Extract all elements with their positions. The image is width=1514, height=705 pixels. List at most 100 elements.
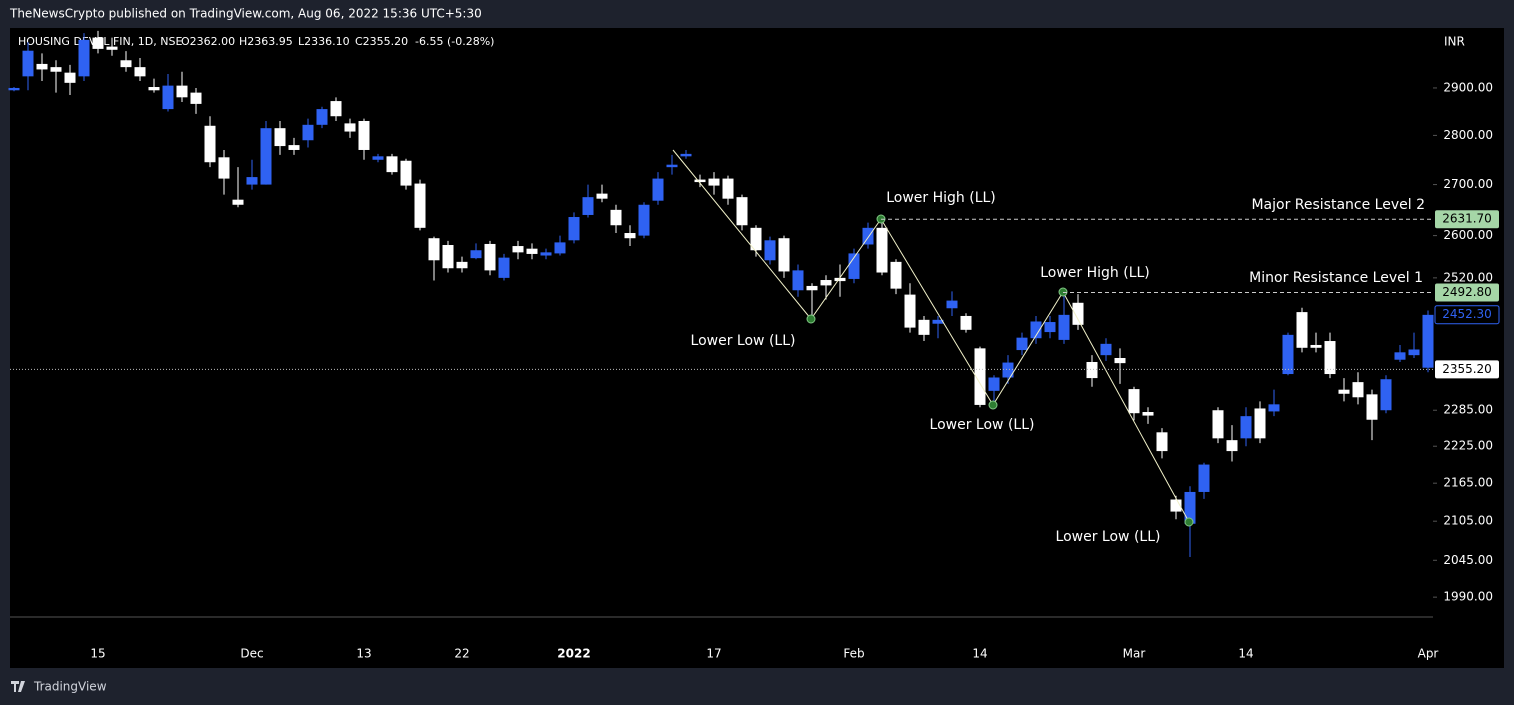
candle-body <box>218 157 230 179</box>
price-label: 2631.70 <box>1442 212 1492 226</box>
candle-body <box>736 197 748 226</box>
candle-body <box>1128 389 1140 414</box>
candle-body <box>456 261 468 269</box>
candle-body <box>78 39 90 77</box>
x-tick-label: 22 <box>454 647 469 661</box>
candle-body <box>1226 440 1238 452</box>
candle-body <box>1422 314 1434 368</box>
candle-body <box>890 261 902 289</box>
y-tick-label: 2165.00 <box>1443 476 1493 490</box>
annotation: Lower High (LL) <box>886 190 996 206</box>
candle-body <box>1044 322 1056 333</box>
candle-body <box>1100 343 1112 356</box>
y-tick-label: 2520.00 <box>1443 270 1493 284</box>
candle-body <box>554 242 566 254</box>
candle-body <box>344 123 356 132</box>
candle-body <box>400 160 412 186</box>
currency: INR <box>1444 35 1465 49</box>
ohlc-change: -6.55 (-0.28%) <box>415 35 494 48</box>
candle-body <box>414 183 426 228</box>
annotation: Lower Low (LL) <box>1056 529 1161 545</box>
price-label: 2452.30 <box>1442 307 1492 321</box>
candle-body <box>260 128 272 185</box>
candle-body <box>288 145 300 150</box>
pivot <box>806 314 816 324</box>
candle-body <box>1156 432 1168 452</box>
candle-body <box>372 156 384 160</box>
candle-body <box>204 125 216 163</box>
candle-body <box>904 294 916 328</box>
candle-body <box>848 253 860 279</box>
candle-body <box>1324 341 1336 375</box>
ohlc-high: H2363.95 <box>239 35 293 48</box>
candle-body <box>806 285 818 291</box>
candle-body <box>582 197 594 215</box>
candle-body <box>694 179 706 183</box>
candle-body <box>512 246 524 253</box>
candle-body <box>918 319 930 335</box>
candle-body <box>1002 362 1014 378</box>
x-tick-label: Feb <box>843 647 864 661</box>
candle-body <box>540 252 552 256</box>
candle-body <box>316 109 328 125</box>
candle-body <box>274 128 286 147</box>
candle-body <box>330 101 342 117</box>
annotation: Lower Low (LL) <box>691 333 796 349</box>
x-tick-label: 2022 <box>557 647 590 661</box>
candle-body <box>974 348 986 405</box>
y-tick-label: 2105.00 <box>1443 514 1493 528</box>
candle-body <box>302 124 314 141</box>
x-tick-label: 14 <box>972 647 987 661</box>
candle-body <box>50 67 62 72</box>
pivots <box>806 214 1194 527</box>
candle-body <box>1352 382 1364 398</box>
candle-body <box>960 315 972 330</box>
candle-body <box>1114 358 1126 364</box>
candle-body <box>386 156 398 173</box>
candle-body <box>470 250 482 259</box>
candle-body <box>1254 408 1266 439</box>
candle-body <box>1030 321 1042 339</box>
candle-body <box>708 178 720 186</box>
y-tick-label: 2045.00 <box>1443 553 1493 567</box>
candles <box>8 30 1434 557</box>
pivot <box>988 400 998 410</box>
candle-body <box>358 120 370 150</box>
candle-body <box>1366 394 1378 420</box>
candle-body <box>1058 314 1070 340</box>
candle-body <box>778 238 790 272</box>
candle-body <box>876 227 888 273</box>
candle-body <box>190 92 202 104</box>
pivot <box>1058 287 1068 297</box>
candle-body <box>442 245 454 269</box>
candle-body <box>1338 389 1350 394</box>
candle-body <box>624 233 636 239</box>
candle-body <box>1212 410 1224 439</box>
candle-body <box>680 153 692 157</box>
y-tick-label: 2600.00 <box>1443 228 1493 242</box>
candle-body <box>526 248 538 254</box>
annotation: Lower High (LL) <box>1040 265 1150 281</box>
candle-body <box>1142 412 1154 416</box>
candle-body <box>1184 491 1196 524</box>
candle-body <box>120 60 132 68</box>
x-tick-label: Dec <box>240 647 263 661</box>
candle-body <box>932 319 944 324</box>
x-tick-label: 14 <box>1238 647 1253 661</box>
candle-body <box>92 37 104 49</box>
y-tick-label: 2800.00 <box>1443 128 1493 142</box>
candle-body <box>106 46 118 50</box>
price-label: 2355.20 <box>1442 362 1492 376</box>
x-tick-label: Apr <box>1418 647 1439 661</box>
pivot <box>1184 517 1194 527</box>
candle-body <box>862 227 874 245</box>
candle-body <box>36 63 48 70</box>
candle-body <box>1198 464 1210 492</box>
x-tick-label: 15 <box>90 647 105 661</box>
candle-body <box>1072 302 1084 325</box>
candle-body <box>1240 416 1252 439</box>
y-tick-label: 1990.00 <box>1443 590 1493 604</box>
price-label-box <box>1434 305 1500 325</box>
price-label: 2492.80 <box>1442 285 1492 299</box>
